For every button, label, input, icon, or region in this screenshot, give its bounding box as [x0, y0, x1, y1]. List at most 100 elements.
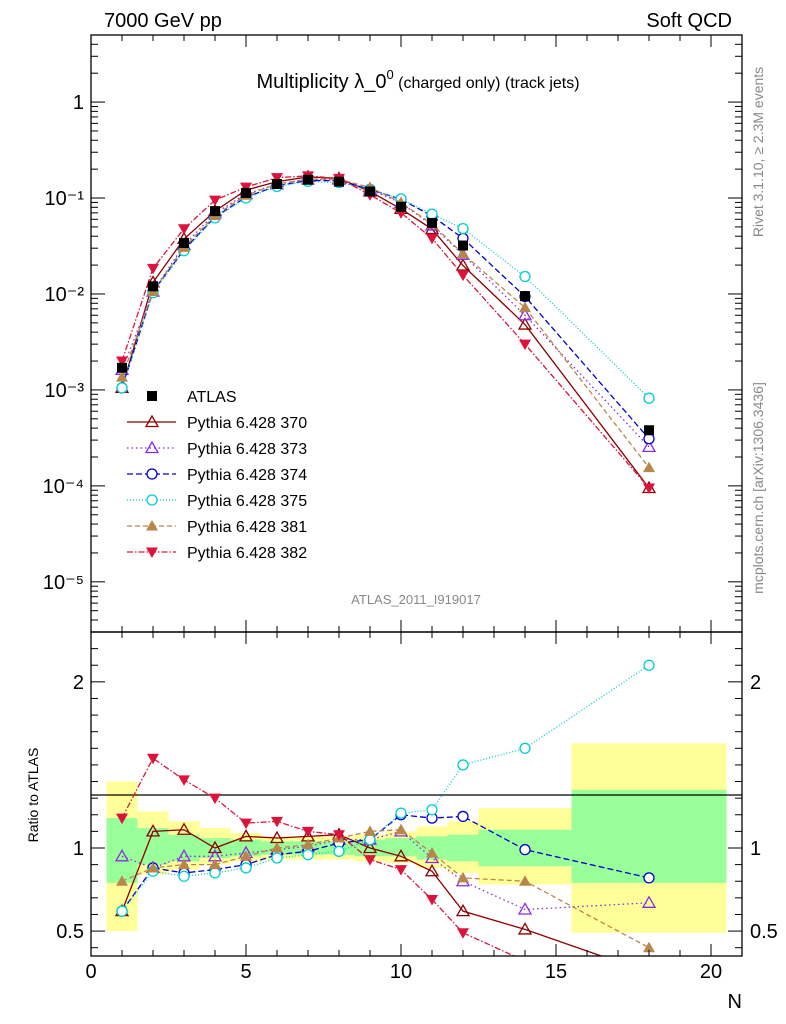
main-point-3-11 [457, 222, 469, 235]
ratio-point-0-11 [455, 903, 471, 917]
main-line-1 [121, 178, 650, 448]
legend-entry-5: Pythia 6.428 381 [127, 519, 307, 536]
ratio-point-4-2 [178, 858, 190, 870]
x-tick-label-4: 20 [700, 961, 722, 983]
legend-marker-3 [146, 468, 158, 480]
ratio-point-1-0 [114, 848, 130, 862]
ratio-point-2-12 [519, 844, 531, 856]
main-point-4-12 [519, 301, 531, 313]
main-point-0-11 [455, 258, 471, 271]
ratio-point-3-9 [395, 807, 407, 819]
x-tick-label-2: 10 [390, 961, 412, 983]
ratio-point-4-5 [271, 842, 283, 853]
ratio-point-5-11 [457, 928, 469, 939]
y-tick-label-ratio-right-0: 0.5 [750, 921, 778, 943]
band-inner-11 [447, 834, 479, 862]
data-point-3 [210, 206, 220, 217]
y-tick-label-main-5: 1 [73, 92, 84, 114]
main-point-3-0 [116, 382, 128, 394]
ratio-point-4-3 [209, 858, 221, 870]
legend-label-4: Pythia 6.428 375 [187, 493, 307, 510]
ratio-band-layer [106, 743, 727, 933]
ratio-frame [90, 631, 743, 957]
ratio-ticks: 0.5 0.5 1 1 2 2 [56, 632, 778, 956]
ratio-point-3-5 [271, 852, 283, 864]
ratio-point-4-9 [395, 823, 407, 835]
main-point-3-13 [643, 392, 655, 404]
ratio-point-4-10 [426, 846, 438, 858]
ratio-point-4-12 [519, 875, 531, 886]
main-point-5-10 [426, 233, 438, 245]
band-inner-13 [571, 789, 727, 883]
ratio-series-layer [114, 659, 657, 956]
ratio-point-3-12 [519, 742, 531, 754]
data-point-10 [427, 217, 437, 228]
ratio-panel: 0.5 0.5 1 1 2 2 Ratio to ATLAS [25, 631, 778, 957]
header-left: 7000 GeV pp [104, 10, 222, 32]
main-point-5-0 [116, 356, 128, 368]
main-point-4-13 [643, 461, 655, 473]
legend-entry-1: Pythia 6.428 370 [127, 414, 307, 432]
ratio-point-3-2 [178, 870, 190, 882]
ratio-point-1-13 [641, 895, 657, 908]
ratio-point-3-4 [240, 862, 252, 874]
band-inner-2 [168, 834, 200, 862]
main-series-layer [114, 169, 657, 495]
data-point-2 [179, 237, 189, 248]
ratio-point-0-2 [176, 822, 192, 835]
ratio-point-0-4 [238, 829, 254, 842]
main-point-4-0 [116, 371, 128, 382]
ratio-point-5-7 [333, 830, 345, 841]
legend-marker-0 [147, 391, 157, 401]
ratio-point-3-0 [116, 905, 128, 917]
ratio-point-3-7 [333, 845, 345, 857]
ratio-point-5-2 [178, 775, 190, 786]
ratio-point-5-8 [364, 855, 376, 866]
ratio-point-5-4 [240, 818, 252, 830]
y-tick-label-main-0: 10⁻⁵ [43, 572, 84, 594]
ratio-series-clip-4 [116, 823, 655, 953]
ratio-series-3 [116, 659, 655, 917]
ratio-point-5-6 [302, 826, 314, 838]
data-point-4 [241, 187, 251, 198]
ratio-point-0-10 [424, 863, 440, 877]
legend-marker-5 [146, 520, 158, 531]
ratio-point-3-8 [364, 834, 376, 846]
y-tick-label-ratio-right-2: 2 [750, 672, 761, 694]
data-point-12 [520, 291, 530, 302]
rivet-label: Rivet 3.1.10, ≥ 2.3M events [750, 67, 766, 237]
main-series-1 [114, 172, 657, 453]
ratio-point-0-3 [207, 840, 223, 854]
legend-label-6: Pythia 6.428 382 [187, 545, 307, 562]
legend-label-5: Pythia 6.428 381 [187, 519, 307, 536]
x-tick-label-3: 15 [545, 961, 567, 983]
mcplots-label: mcplots.cern.ch [arXiv:1306.3436] [750, 382, 766, 594]
legend-marker-2 [144, 440, 160, 454]
ratio-point-0-12 [517, 922, 533, 935]
main-point-5-11 [457, 270, 469, 282]
ratio-point-1-12 [517, 902, 533, 915]
data-point-0 [117, 362, 127, 373]
x-axis-label: N [728, 991, 742, 1013]
chart-title: Multiplicity λ_00 (charged only) (track … [256, 67, 579, 93]
legend-entry-6: Pythia 6.428 382 [127, 545, 307, 562]
ratio-point-4-13 [643, 941, 655, 953]
legend-marker-1 [144, 414, 160, 428]
y-tick-label-ratio-right-1: 1 [750, 838, 761, 860]
main-point-1-12 [517, 307, 533, 321]
legend-label-0: ATLAS [187, 389, 237, 406]
ratio-point-5-3 [209, 793, 221, 805]
ratio-point-5-5 [271, 816, 283, 828]
data-point-6 [303, 174, 313, 185]
main-line-2 [121, 179, 650, 440]
ratio-point-4-4 [240, 850, 252, 861]
analysis-label: ATLAS_2011_I919017 [351, 592, 481, 607]
ratio-series-clip-3 [116, 659, 655, 917]
title-main: Multiplicity λ_0 [256, 71, 386, 93]
data-point-8 [365, 186, 375, 197]
main-series-3 [116, 175, 655, 404]
legend-marker-6 [146, 547, 158, 558]
ratio-point-3-3 [209, 867, 221, 879]
legend-entry-2: Pythia 6.428 373 [127, 440, 307, 458]
